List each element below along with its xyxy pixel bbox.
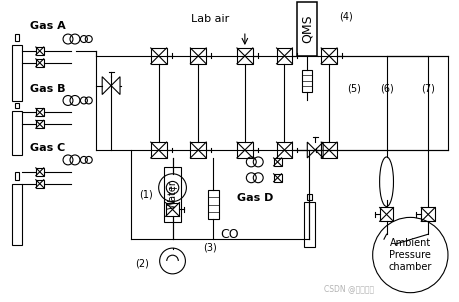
Text: QMS: QMS (300, 15, 313, 43)
Bar (303, 202, 314, 247)
Text: (4): (4) (338, 11, 352, 21)
Bar (36, 120, 44, 128)
Bar (36, 108, 44, 116)
Bar (306, 194, 311, 200)
Bar (11, 184, 22, 245)
Text: Gas B: Gas B (30, 84, 65, 94)
Bar (163, 167, 181, 222)
Text: Water: Water (167, 180, 177, 209)
Bar (273, 174, 281, 182)
Bar (11, 45, 22, 101)
Text: Gas A: Gas A (30, 21, 66, 31)
Bar (15, 34, 19, 41)
Text: (1): (1) (139, 190, 152, 200)
Text: (7): (7) (420, 84, 434, 94)
Bar (11, 111, 22, 156)
Bar (36, 47, 44, 55)
Text: (2): (2) (134, 259, 148, 269)
Bar (302, 70, 312, 92)
Text: (5): (5) (346, 84, 360, 94)
Bar (273, 158, 281, 166)
Bar (207, 190, 218, 219)
Bar (36, 168, 44, 176)
Text: CO: CO (220, 228, 239, 241)
Text: (3): (3) (203, 242, 217, 252)
Text: Gas D: Gas D (236, 193, 272, 203)
Text: (6): (6) (379, 84, 392, 94)
Bar (36, 180, 44, 188)
Bar (297, 2, 317, 56)
Text: Ambient
Pressure
chamber: Ambient Pressure chamber (388, 239, 431, 271)
Text: Gas C: Gas C (30, 143, 65, 153)
Bar (15, 172, 19, 180)
Text: CSDN @上海侬阳: CSDN @上海侬阳 (323, 284, 373, 293)
Bar (36, 59, 44, 67)
Bar (15, 103, 19, 108)
Text: Lab air: Lab air (190, 14, 229, 24)
